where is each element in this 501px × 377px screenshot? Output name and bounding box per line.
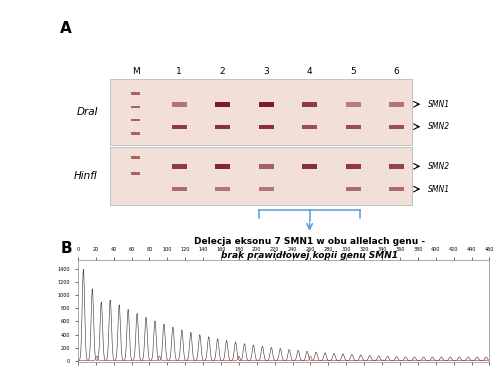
- Bar: [110, 79, 411, 145]
- Bar: [214, 187, 229, 191]
- Text: Delecja eksonu 7 SMN1 w obu allelach genu -: Delecja eksonu 7 SMN1 w obu allelach gen…: [193, 237, 424, 246]
- Bar: [171, 124, 186, 129]
- Bar: [258, 102, 273, 107]
- Bar: [388, 187, 403, 191]
- Bar: [131, 132, 139, 135]
- Text: SMN2: SMN2: [427, 162, 449, 171]
- Bar: [302, 164, 317, 169]
- Text: 2: 2: [219, 67, 225, 76]
- Bar: [388, 164, 403, 169]
- Bar: [214, 102, 229, 107]
- Text: SMN1: SMN1: [427, 100, 449, 109]
- Bar: [214, 124, 229, 129]
- Bar: [345, 124, 360, 129]
- Bar: [171, 102, 186, 107]
- Text: 6: 6: [393, 67, 399, 76]
- Bar: [345, 102, 360, 107]
- Bar: [131, 172, 139, 175]
- Bar: [214, 164, 229, 169]
- Bar: [131, 106, 139, 108]
- Bar: [258, 164, 273, 169]
- Bar: [345, 164, 360, 169]
- Bar: [131, 119, 139, 121]
- Bar: [131, 156, 139, 159]
- Text: 5: 5: [350, 67, 355, 76]
- Text: 1: 1: [176, 67, 181, 76]
- Text: B: B: [60, 241, 72, 256]
- Text: brak prawidłowej kopii genu SMN1: brak prawidłowej kopii genu SMN1: [220, 251, 397, 260]
- Bar: [258, 187, 273, 191]
- Bar: [302, 102, 317, 107]
- Bar: [131, 92, 139, 95]
- Bar: [302, 124, 317, 129]
- Text: 3: 3: [263, 67, 269, 76]
- Bar: [258, 124, 273, 129]
- Bar: [388, 124, 403, 129]
- Text: SMN2: SMN2: [427, 122, 449, 131]
- Bar: [388, 102, 403, 107]
- Text: SMN1: SMN1: [427, 185, 449, 194]
- Bar: [110, 147, 411, 205]
- Bar: [345, 187, 360, 191]
- Bar: [171, 187, 186, 191]
- Text: 4: 4: [306, 67, 312, 76]
- Text: HinfI: HinfI: [74, 171, 98, 181]
- Text: DraI: DraI: [76, 107, 98, 117]
- Text: M: M: [131, 67, 139, 76]
- Bar: [171, 164, 186, 169]
- Text: A: A: [60, 21, 72, 36]
